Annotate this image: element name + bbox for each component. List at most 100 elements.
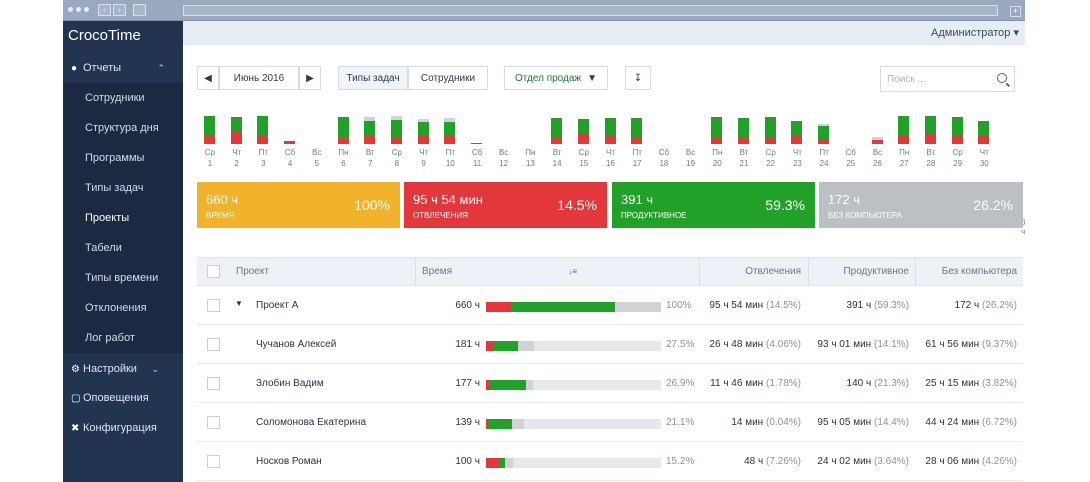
- chart-day-column[interactable]: Сб 18: [651, 107, 677, 193]
- chart-day-column[interactable]: Чт 9: [411, 107, 437, 193]
- department-filter[interactable]: Отдел продаж ▼: [504, 66, 608, 90]
- chart-day-column[interactable]: Пт 24: [811, 107, 837, 193]
- chart-day-column[interactable]: Пт 3: [250, 107, 276, 193]
- chart-day-column[interactable]: Ср 15: [571, 107, 597, 193]
- chart-day-column[interactable]: Ср 8: [384, 107, 410, 193]
- table-row[interactable]: Чучанов Алексей 181 ч 27.5% 26 ч 48 мин (4.…: [197, 325, 1023, 364]
- chart-day-column[interactable]: Сб 25: [838, 107, 864, 193]
- col-no-computer[interactable]: Без компьютера: [941, 266, 1017, 277]
- chart-day-column[interactable]: Вт 21: [731, 107, 757, 193]
- chart-day-column[interactable]: Пн 13: [517, 107, 543, 193]
- window-dot[interactable]: [68, 7, 73, 12]
- next-period-button[interactable]: ▶: [299, 66, 321, 90]
- col-distractions[interactable]: Отвлечения: [745, 266, 801, 277]
- chart-day-column[interactable]: Ср 29: [945, 107, 971, 193]
- percent: (21.3%): [873, 378, 909, 389]
- address-bar[interactable]: [183, 5, 998, 16]
- table-row[interactable]: Носков Роман 100 ч 15.2% 48 ч (7.26%) 24 ч 0…: [197, 442, 1023, 481]
- chart-day-column[interactable]: Сб 11: [464, 107, 490, 193]
- forward-icon[interactable]: ›: [113, 4, 126, 16]
- chart-day-column[interactable]: Вт 14: [544, 107, 570, 193]
- chart-day-column[interactable]: Вс 26: [865, 107, 891, 193]
- chart-bar-segment: [257, 116, 269, 136]
- sidebar-toggle-icon[interactable]: [133, 4, 146, 16]
- chart-day-column[interactable]: Вс 12: [491, 107, 517, 193]
- chart-dow-label: Чт: [419, 148, 429, 157]
- chart-day-label: 22: [766, 159, 776, 168]
- col-productive[interactable]: Продуктивное: [843, 266, 909, 277]
- window-controls[interactable]: [68, 7, 89, 12]
- chart-day-label: 12: [499, 159, 509, 168]
- sidebar-item[interactable]: Структура дня: [63, 113, 183, 143]
- chart-day-column[interactable]: Ср 1: [197, 107, 223, 193]
- percent: (4.06%): [765, 339, 801, 350]
- back-icon[interactable]: ‹: [98, 4, 111, 16]
- search-box[interactable]: [880, 66, 1015, 92]
- chart-day-column[interactable]: Пн 6: [331, 107, 357, 193]
- period-selector[interactable]: Июнь 2016: [219, 66, 299, 90]
- caret-down-icon[interactable]: ▼: [235, 299, 243, 308]
- bar-distractions: [486, 380, 490, 390]
- chart-day-column[interactable]: Пн 27: [891, 107, 917, 193]
- chart-day-column[interactable]: Вт 7: [357, 107, 383, 193]
- tab-task-types[interactable]: Типы задач: [338, 66, 408, 90]
- chart-day-column[interactable]: Чт 30: [971, 107, 997, 193]
- window-dot[interactable]: [76, 7, 81, 12]
- new-tab-icon[interactable]: +: [1010, 6, 1021, 17]
- sidebar-item[interactable]: Проекты: [63, 203, 183, 233]
- chart-day-column[interactable]: Чт 2: [224, 107, 250, 193]
- chart-day-column[interactable]: Пт 10: [437, 107, 463, 193]
- nav-configuration[interactable]: ✖ Конфигурация: [63, 413, 183, 443]
- chart-day-column[interactable]: Вс 5: [304, 107, 330, 193]
- chart-day-column[interactable]: Пн 20: [704, 107, 730, 193]
- zero-label: 0 ч: [1021, 218, 1025, 236]
- sidebar-item[interactable]: Типы задач: [63, 173, 183, 203]
- chart-day-column[interactable]: Сб 4: [277, 107, 303, 193]
- sort-icon[interactable]: ↓≡: [568, 267, 578, 276]
- sidebar-item[interactable]: Отклонения: [63, 293, 183, 323]
- nav-reports-label: Отчеты: [83, 62, 122, 74]
- export-button[interactable]: ↧: [625, 66, 651, 90]
- table-row[interactable]: ▼ Проект А 660 ч 100% 95 ч 54 мин (14.5%) 391…: [197, 286, 1023, 325]
- chart-day-column[interactable]: Пт 17: [624, 107, 650, 193]
- col-project[interactable]: Проект: [236, 266, 269, 277]
- prev-period-button[interactable]: ◀: [197, 66, 219, 90]
- col-time[interactable]: Время ↓≡: [422, 266, 577, 277]
- chart-day-column[interactable]: Чт 23: [784, 107, 810, 193]
- table-row[interactable]: Соломонова Екатерина 139 ч 21.1% 14 мин (0.…: [197, 403, 1023, 442]
- window-dot[interactable]: [84, 7, 89, 12]
- row-checkbox[interactable]: [207, 299, 220, 312]
- row-distractions: 14 мин (0.04%): [731, 417, 801, 428]
- tab-employees[interactable]: Сотрудники: [408, 66, 488, 90]
- row-checkbox[interactable]: [207, 338, 220, 351]
- row-checkbox[interactable]: [207, 455, 220, 468]
- sidebar-item[interactable]: Типы времени: [63, 263, 183, 293]
- nav-notifications[interactable]: ▢ Оповещения: [63, 383, 183, 413]
- user-menu[interactable]: Администратор ▾: [931, 26, 1019, 39]
- row-checkbox[interactable]: [207, 416, 220, 429]
- chart-dow-label: Ср: [952, 148, 963, 157]
- nav-settings[interactable]: ⚙ Настройки ⌄: [63, 354, 183, 384]
- nav-reports[interactable]: ● Отчеты ⌃: [63, 53, 183, 83]
- chevron-up-icon: ⌃: [157, 62, 165, 73]
- row-checkbox[interactable]: [207, 377, 220, 390]
- sidebar-item[interactable]: Лог работ: [63, 323, 183, 353]
- search-input[interactable]: [881, 67, 991, 91]
- chart-day-column[interactable]: Чт 16: [598, 107, 624, 193]
- percent: (26.2%): [981, 300, 1017, 311]
- chart-day-column[interactable]: Вс 19: [678, 107, 704, 193]
- chart-day-column[interactable]: Вт 28: [918, 107, 944, 193]
- row-productive: 24 ч 02 мин (3.64%): [817, 456, 909, 467]
- chart-day-label: 24: [819, 159, 829, 168]
- main-content: Администратор ▾ ◀ Июнь 2016 ▶ Типы задач…: [183, 21, 1025, 482]
- chart-bar-segment: [604, 118, 616, 135]
- chart-day-label: 1: [207, 159, 213, 168]
- select-all-checkbox[interactable]: [207, 265, 220, 278]
- row-progress-bar: [486, 341, 661, 351]
- sidebar-item[interactable]: Программы: [63, 143, 183, 173]
- chart-bar-stack: [924, 116, 936, 144]
- chart-day-column[interactable]: Ср 22: [758, 107, 784, 193]
- sidebar-item[interactable]: Сотрудники: [63, 83, 183, 113]
- sidebar-item[interactable]: Табели: [63, 233, 183, 263]
- table-row[interactable]: Злобин Вадим 177 ч 26.9% 11 ч 46 мин (1.78%…: [197, 364, 1023, 403]
